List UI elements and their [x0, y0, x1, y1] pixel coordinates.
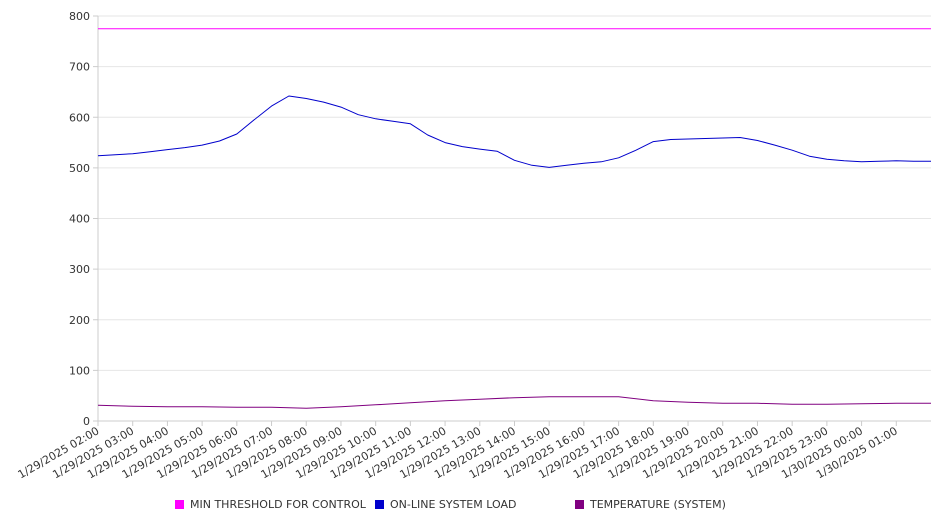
legend-item-min-threshold[interactable]: MIN THRESHOLD FOR CONTROL: [175, 498, 366, 511]
y-tick-label-700: 700: [69, 61, 90, 74]
legend-item-temperature[interactable]: TEMPERATURE (SYSTEM): [575, 498, 726, 511]
legend-label-temperature: TEMPERATURE (SYSTEM): [590, 498, 726, 511]
series-line-1: [97, 95, 931, 168]
y-tick-label-0: 0: [83, 415, 90, 428]
y-tick-label-400: 400: [69, 213, 90, 226]
y-tick-label-600: 600: [69, 111, 90, 124]
x-axis-ticks: 1/29/2025 02:001/29/2025 03:001/29/2025 …: [16, 421, 900, 481]
y-tick-label-800: 800: [69, 10, 90, 23]
y-tick-label-300: 300: [69, 263, 90, 276]
legend: MIN THRESHOLD FOR CONTROL ON-LINE SYSTEM…: [0, 498, 946, 516]
legend-swatch-temperature: [575, 500, 584, 509]
y-axis-ticks: 0 100 200 300 400 500 600 700 800: [69, 10, 98, 428]
series-line-2: [97, 396, 931, 409]
legend-label-system-load: ON-LINE SYSTEM LOAD: [390, 498, 517, 511]
y-tick-label-200: 200: [69, 314, 90, 327]
series-lines: [97, 28, 931, 409]
legend-swatch-min-threshold: [175, 500, 184, 509]
legend-label-min-threshold: MIN THRESHOLD FOR CONTROL: [190, 498, 366, 511]
y-tick-label-500: 500: [69, 162, 90, 175]
y-tick-label-100: 100: [69, 364, 90, 377]
legend-swatch-system-load: [375, 500, 384, 509]
legend-item-system-load[interactable]: ON-LINE SYSTEM LOAD: [375, 498, 516, 511]
grid-lines: [98, 15, 931, 371]
